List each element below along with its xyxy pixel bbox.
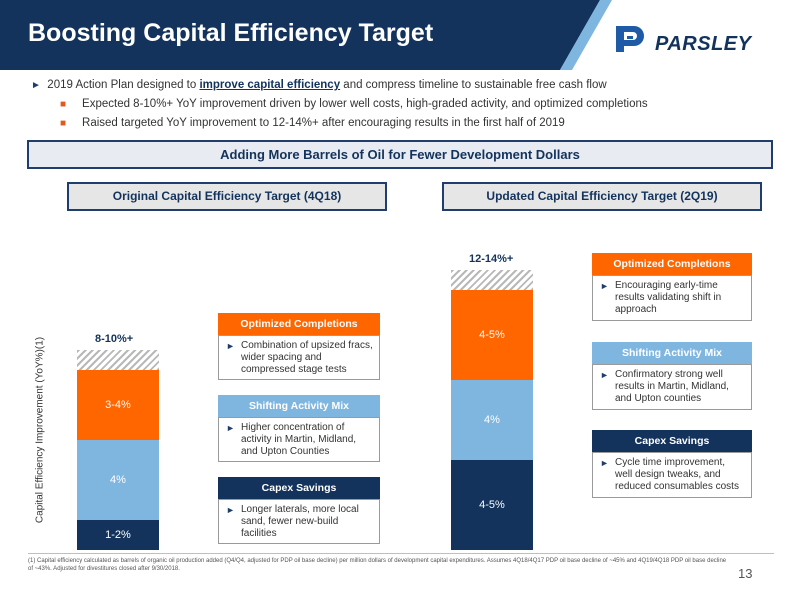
segment-label: 1-2% [105, 529, 131, 541]
triangle-bullet-icon: ► [600, 458, 609, 468]
main-bullet: ► 2019 Action Plan designed to improve c… [31, 79, 607, 91]
triangle-bullet-icon: ► [31, 80, 41, 91]
header-background [0, 0, 612, 70]
original-shifting-activity-mix-box: ► Higher concentration of activity in Ma… [218, 417, 380, 462]
sub-bullet: ■ Expected 8-10%+ YoY improvement driven… [60, 98, 648, 110]
page-title: Boosting Capital Efficiency Target [28, 19, 434, 47]
bar-segment-shifting-activity-mix: 4% [451, 380, 533, 460]
bar-total-label: 8-10%+ [95, 333, 134, 345]
segment-label: 4-5% [479, 329, 505, 341]
sub-bullet-text: Raised targeted YoY improvement to 12-14… [82, 117, 565, 129]
segment-label: 4-5% [479, 499, 505, 511]
bar-segment-capex-savings: 4-5% [451, 460, 533, 550]
bar-segment-capex-savings: 1-2% [77, 520, 159, 550]
triangle-bullet-icon: ► [226, 341, 235, 351]
footer-divider [28, 553, 774, 554]
original-shifting-activity-mix-header: Shifting Activity Mix [218, 395, 380, 417]
header-bar: Boosting Capital Efficiency Target PARSL… [0, 0, 800, 70]
updated-optimized-completions-header: Optimized Completions [592, 253, 752, 275]
hatch-extension [451, 270, 533, 290]
triangle-bullet-icon: ► [600, 281, 609, 291]
callout-text: Longer laterals, more local sand, fewer … [241, 504, 359, 539]
original-target-label: Original Capital Efficiency Target (4Q18… [67, 182, 387, 211]
triangle-bullet-icon: ► [226, 423, 235, 433]
main-bullet-prefix: 2019 Action Plan designed to [47, 79, 200, 91]
updated-optimized-completions-box: ► Encouraging early-time results validat… [592, 275, 752, 321]
parsley-logo-icon [616, 26, 644, 52]
main-bullet-emphasis: improve capital efficiency [199, 79, 341, 91]
updated-capex-savings-box: ► Cycle time improvement, well design tw… [592, 452, 752, 498]
square-bullet-icon: ■ [60, 99, 67, 110]
segment-label: 4% [484, 414, 500, 426]
main-bullet-suffix: and compress timeline to sustainable fre… [340, 79, 607, 91]
original-optimized-completions-header: Optimized Completions [218, 313, 380, 335]
bar-segment-optimized-completions: 4-5% [451, 290, 533, 380]
y-axis-label: Capital Efficiency Improvement (YoY%)(1) [34, 336, 46, 524]
bar-segment-optimized-completions: 3-4% [77, 370, 159, 440]
section-banner: Adding More Barrels of Oil for Fewer Dev… [27, 140, 773, 169]
updated-shifting-activity-mix-box: ► Confirmatory strong well results in Ma… [592, 364, 752, 410]
bar-segment-shifting-activity-mix: 4% [77, 440, 159, 520]
bar-total-label: 12-14%+ [469, 253, 514, 265]
updated-target-label: Updated Capital Efficiency Target (2Q19) [442, 182, 762, 211]
original-stacked-bar: 1-2% 4% 3-4% 8-10%+ [77, 220, 159, 550]
callout-text: Encouraging early-time results validatin… [615, 280, 722, 315]
original-optimized-completions-box: ► Combination of upsized fracs, wider sp… [218, 335, 380, 380]
updated-shifting-activity-mix-header: Shifting Activity Mix [592, 342, 752, 364]
triangle-bullet-icon: ► [226, 505, 235, 515]
original-capex-savings-header: Capex Savings [218, 477, 380, 499]
callout-text: Cycle time improvement, well design twea… [615, 457, 739, 492]
original-capex-savings-box: ► Longer laterals, more local sand, fewe… [218, 499, 380, 544]
segment-label: 4% [110, 474, 126, 486]
square-bullet-icon: ■ [60, 118, 67, 129]
updated-stacked-bar: 4-5% 4% 4-5% 12-14%+ [451, 220, 533, 550]
triangle-bullet-icon: ► [600, 370, 609, 380]
callout-text: Confirmatory strong well results in Mart… [615, 369, 729, 404]
hatch-extension [77, 350, 159, 370]
footnote: (1) Capital efficiency calculated as bar… [28, 558, 727, 572]
updated-capex-savings-header: Capex Savings [592, 430, 752, 452]
company-logo-text: PARSLEY [655, 33, 752, 55]
page-number: 13 [738, 566, 753, 581]
callout-text: Higher concentration of activity in Mart… [241, 422, 357, 457]
segment-label: 3-4% [105, 399, 131, 411]
sub-bullet-text: Expected 8-10%+ YoY improvement driven b… [82, 98, 648, 110]
sub-bullet: ■ Raised targeted YoY improvement to 12-… [60, 117, 565, 129]
callout-text: Combination of upsized fracs, wider spac… [241, 340, 373, 375]
